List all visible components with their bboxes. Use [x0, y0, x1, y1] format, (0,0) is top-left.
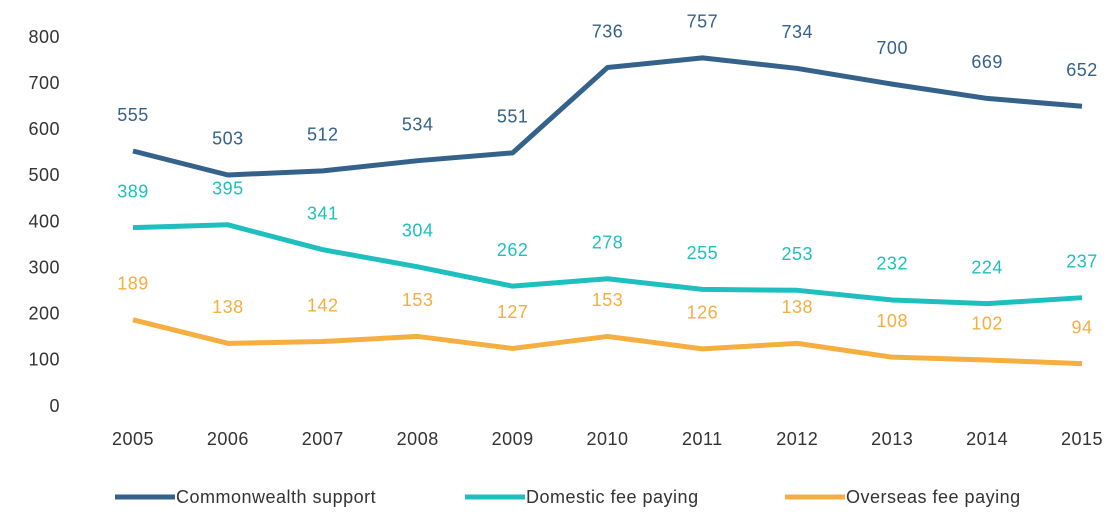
data-label: 304 — [402, 221, 434, 241]
y-tick-label: 100 — [28, 350, 60, 370]
data-label: 512 — [307, 125, 339, 145]
data-label: 153 — [402, 290, 434, 310]
data-label: 736 — [592, 21, 624, 41]
data-label: 224 — [971, 257, 1003, 277]
data-label: 700 — [876, 38, 908, 58]
data-label: 278 — [592, 233, 624, 253]
data-label: 652 — [1066, 60, 1098, 80]
x-tick-label: 2012 — [776, 429, 818, 449]
data-label: 94 — [1071, 317, 1092, 337]
data-label: 262 — [497, 240, 529, 260]
data-label: 153 — [592, 290, 624, 310]
data-label: 127 — [497, 302, 529, 322]
data-label: 534 — [402, 114, 434, 134]
data-label: 734 — [782, 22, 814, 42]
series-line — [132, 55, 1083, 178]
series-line — [132, 222, 1083, 307]
data-label: 395 — [212, 179, 244, 199]
data-label: 189 — [117, 274, 149, 294]
x-tick-label: 2005 — [112, 429, 154, 449]
x-tick-label: 2006 — [207, 429, 249, 449]
x-tick-label: 2015 — [1061, 429, 1103, 449]
x-tick-label: 2009 — [492, 429, 534, 449]
y-tick-label: 300 — [28, 257, 60, 277]
x-tick-label: 2008 — [397, 429, 439, 449]
legend-label: Overseas fee paying — [846, 487, 1021, 507]
x-tick-label: 2014 — [966, 429, 1008, 449]
data-label: 142 — [307, 295, 339, 315]
data-label: 126 — [687, 303, 719, 323]
y-tick-label: 400 — [28, 211, 60, 231]
y-tick-label: 200 — [28, 304, 60, 324]
data-label: 341 — [307, 203, 339, 223]
data-label: 669 — [971, 52, 1003, 72]
data-label: 389 — [117, 181, 149, 201]
y-tick-label: 700 — [28, 73, 60, 93]
y-tick-label: 500 — [28, 165, 60, 185]
data-label: 138 — [212, 297, 244, 317]
y-tick-label: 800 — [28, 27, 60, 47]
data-label: 255 — [687, 243, 719, 263]
legend-label: Commonwealth support — [176, 487, 376, 507]
x-tick-label: 2007 — [302, 429, 344, 449]
x-tick-label: 2010 — [586, 429, 628, 449]
data-label: 108 — [876, 311, 908, 331]
data-label: 102 — [971, 314, 1003, 334]
legend-label: Domestic fee paying — [526, 487, 699, 507]
data-label: 232 — [876, 254, 908, 274]
data-label: 138 — [782, 297, 814, 317]
data-label: 551 — [497, 107, 529, 127]
data-label: 503 — [212, 129, 244, 149]
data-label: 555 — [117, 105, 149, 125]
series-line — [132, 317, 1083, 367]
y-tick-label: 0 — [49, 396, 60, 416]
data-label: 237 — [1066, 251, 1098, 271]
data-label: 757 — [687, 12, 719, 32]
y-tick-label: 600 — [28, 119, 60, 139]
x-tick-label: 2013 — [871, 429, 913, 449]
x-tick-label: 2011 — [682, 429, 723, 449]
data-label: 253 — [782, 244, 814, 264]
